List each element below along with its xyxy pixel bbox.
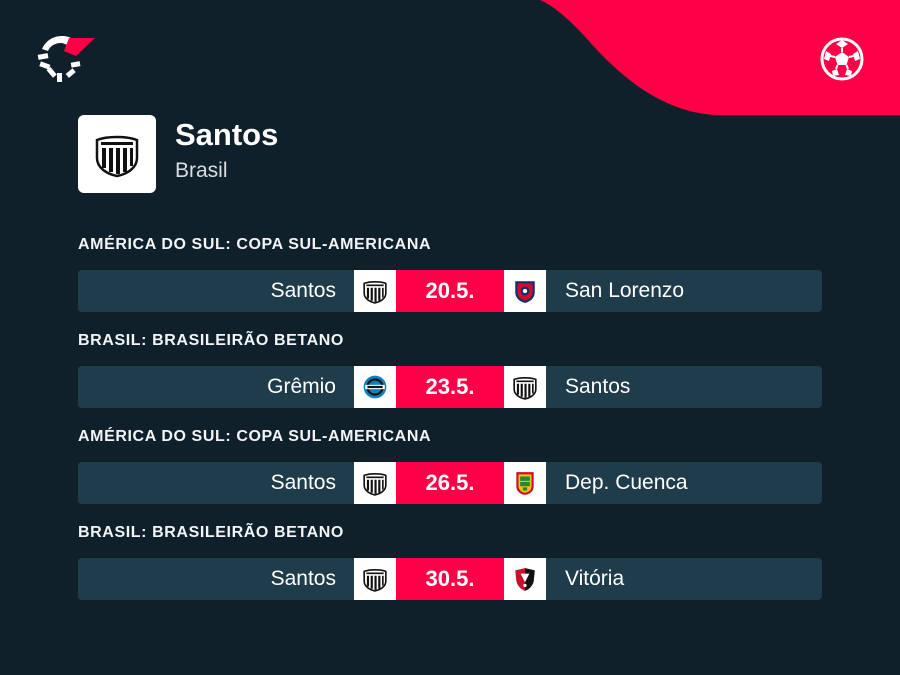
- santos-crest-icon: [363, 280, 387, 304]
- home-team-name: Santos: [270, 279, 336, 302]
- home-crest-cell: [354, 270, 396, 312]
- match-row[interactable]: Santos 20.5. San Lorenzo: [78, 270, 822, 312]
- match-date: 26.5.: [396, 462, 504, 504]
- match-date: 23.5.: [396, 366, 504, 408]
- fixtures-list: AMÉRICA DO SUL: COPA SUL-AMERICANA Santo…: [78, 232, 822, 616]
- gremio-crest-icon: [363, 375, 387, 399]
- away-team-name: San Lorenzo: [565, 279, 685, 302]
- team-name: Santos: [175, 117, 279, 152]
- match-date: 30.5.: [396, 558, 504, 600]
- match-row[interactable]: Santos 26.5. Dep. Cuenca: [78, 462, 822, 504]
- dep-cuenca-crest-icon: [516, 472, 534, 495]
- home-team-name: Santos: [270, 567, 336, 590]
- home-crest-cell: [354, 366, 396, 408]
- team-country: Brasil: [175, 159, 228, 182]
- away-team-name: Dep. Cuenca: [565, 471, 688, 494]
- away-crest-cell: [504, 462, 546, 504]
- away-crest-cell: [504, 366, 546, 408]
- home-team-name: Santos: [270, 471, 336, 494]
- home-crest-cell: [354, 462, 396, 504]
- competition-label: BRASIL: BRASILEIRÃO BETANO: [78, 524, 344, 541]
- team-header: Santos Brasil: [78, 114, 278, 194]
- team-crest-box: [78, 115, 156, 193]
- santos-crest-icon: [363, 568, 387, 592]
- competition-label: AMÉRICA DO SUL: COPA SUL-AMERICANA: [78, 428, 432, 445]
- competition-label: BRASIL: BRASILEIRÃO BETANO: [78, 332, 344, 349]
- soccer-ball-icon: [820, 37, 864, 81]
- competition-label: AMÉRICA DO SUL: COPA SUL-AMERICANA: [78, 236, 432, 253]
- away-team-name: Santos: [565, 375, 631, 398]
- santos-crest-icon: [513, 376, 537, 400]
- santos-crest-icon: [363, 472, 387, 496]
- match-row[interactable]: Santos 30.5. Vitória: [78, 558, 822, 600]
- santos-crest-icon: [95, 135, 139, 178]
- match-date: 20.5.: [396, 270, 504, 312]
- away-crest-cell: [504, 270, 546, 312]
- flashscore-logo-icon: [37, 36, 95, 82]
- corner-accent-shape: [540, 0, 900, 115]
- vitoria-crest-icon: [515, 568, 535, 591]
- match-row[interactable]: Grêmio 23.5. Santos: [78, 366, 822, 408]
- san-lorenzo-crest-icon: [515, 281, 535, 303]
- team-info: Santos Brasil: [175, 117, 278, 185]
- away-team-name: Vitória: [565, 567, 625, 590]
- away-crest-cell: [504, 558, 546, 600]
- home-crest-cell: [354, 558, 396, 600]
- home-team-name: Grêmio: [267, 375, 336, 398]
